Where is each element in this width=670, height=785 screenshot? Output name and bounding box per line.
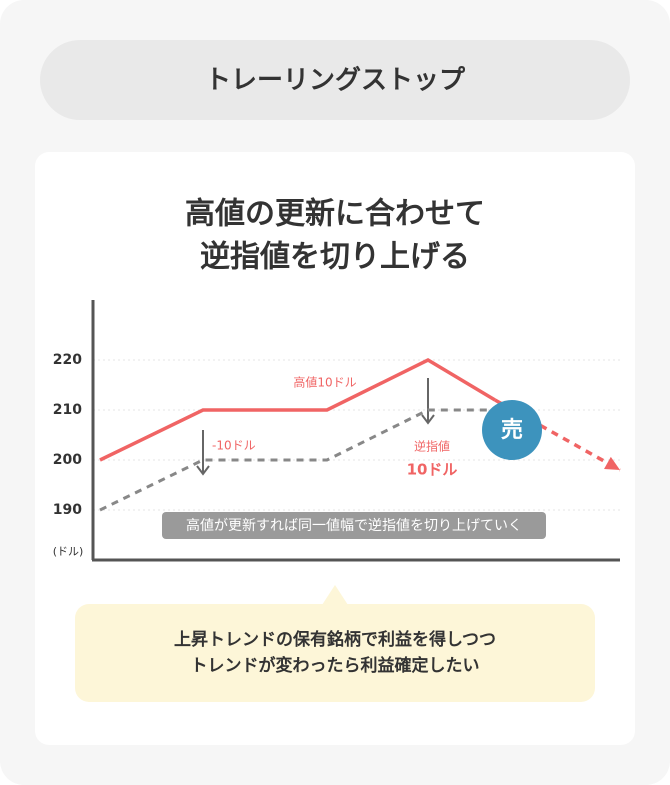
bubble-text: 上昇トレンドの保有銘柄で利益を得しつつ	[174, 629, 496, 650]
annotation: 高値10ドル	[293, 375, 356, 390]
arrow-head	[604, 456, 620, 470]
header-pill	[40, 40, 630, 120]
line	[494, 398, 621, 472]
line	[99, 408, 495, 512]
card-title: 高値の更新に合わせて	[185, 197, 485, 232]
bubble-text: トレンドが変わったら利益確定したい	[191, 655, 480, 676]
bubble-pointer	[322, 585, 348, 605]
sell-badge	[482, 400, 542, 460]
y-tick-label: 200	[53, 452, 82, 468]
arrow-head	[196, 465, 210, 476]
bubble	[75, 604, 595, 702]
card	[35, 152, 635, 745]
note-text: 高値が更新すれば同一値幅で逆指値を切り上げていく	[186, 517, 522, 534]
note-box	[162, 512, 546, 539]
y-tick-label: 210	[53, 402, 82, 418]
annotation: 逆指値	[414, 439, 450, 454]
y-tick-label: 190	[53, 502, 82, 518]
y-tick-label: 220	[53, 352, 82, 368]
card-title: 逆指値を切り上げる	[200, 240, 470, 275]
header-title: トレーリングストップ	[205, 66, 466, 96]
annotation: -10ドル	[212, 439, 256, 453]
sell-label: 売	[501, 417, 523, 443]
chart: 190 200 210 220 (ドル) 高値10ドル -10ドル 逆指値 10ドル 売高値が更新…	[53, 300, 621, 562]
annotation: 10ドル	[407, 461, 458, 479]
unit-label: (ドル)	[53, 545, 84, 558]
arrow-head	[421, 414, 435, 425]
line	[99, 358, 496, 462]
